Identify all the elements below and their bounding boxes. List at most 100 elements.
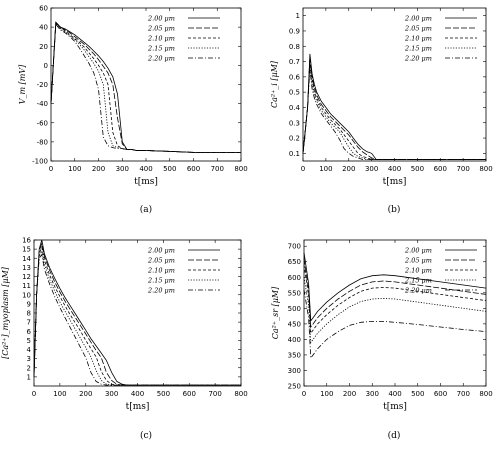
x-tick-label: 600 — [187, 165, 200, 173]
plot-frame — [33, 239, 242, 387]
y-tick-label: 15 — [22, 246, 31, 254]
legend-label: 2.10 μm — [404, 267, 432, 275]
legend-label: 2.05 μm — [147, 25, 175, 33]
legend-label: 2.15 μm — [147, 277, 175, 285]
y-tick-label: 1 — [27, 373, 31, 381]
y-tick-label: 2 — [27, 364, 31, 372]
y-tick-label: 10 — [22, 291, 31, 299]
x-tick-label: 700 — [457, 390, 470, 398]
x-tick-label: 100 — [319, 165, 332, 173]
legend-label: 2.15 μm — [404, 45, 432, 53]
y-axis-label: V_m [mV] — [18, 64, 27, 104]
legend-label: 2.10 μm — [147, 267, 175, 275]
y-tick-label: 60 — [39, 5, 48, 13]
y-tick-label: 40 — [39, 24, 48, 32]
y-tick-label: 350 — [288, 351, 301, 359]
series-line-5 — [33, 253, 241, 386]
y-tick-label: 0.9 — [289, 27, 300, 35]
y-tick-label: 12 — [22, 273, 31, 281]
x-axis-label: t[ms] — [134, 177, 158, 187]
x-tick-label: 100 — [53, 390, 66, 398]
y-tick-label: -80 — [37, 138, 48, 146]
x-tick-label: 0 — [302, 390, 306, 398]
y-tick-label: -40 — [37, 100, 48, 108]
series-line-1 — [303, 252, 487, 322]
y-tick-label: -20 — [37, 81, 48, 89]
series-line-5 — [303, 289, 487, 360]
y-tick-label: 13 — [22, 264, 31, 272]
series-line-4 — [302, 64, 486, 160]
x-tick-label: 600 — [183, 390, 196, 398]
series-line-3 — [303, 264, 487, 335]
series-line-3 — [302, 61, 486, 160]
series-line-5 — [50, 23, 241, 153]
x-tick-label: 400 — [139, 165, 152, 173]
x-tick-label: 0 — [49, 165, 53, 173]
y-tick-label: 4 — [27, 346, 32, 354]
series-line-3 — [33, 245, 241, 386]
plot-frame — [303, 239, 487, 387]
series-line-1 — [33, 239, 241, 386]
y-tick-label: 0.5 — [289, 89, 300, 97]
chart-panel-b: 0 100 200 300 400 500 600 700 800 1 0.9 0.8 0.7 0.6 0.… — [270, 7, 493, 215]
y-axis-label: [Ca²⁺]_myoplasm [μM] — [1, 266, 10, 359]
y-tick-label: -60 — [37, 119, 48, 127]
y-tick-label: 0 — [44, 62, 48, 70]
series-line-2 — [33, 242, 241, 386]
x-axis-label: t[ms] — [383, 402, 407, 412]
y-tick-label: 0.3 — [289, 119, 300, 127]
legend-label: 2.00 μm — [147, 247, 175, 255]
x-tick-label: 400 — [388, 390, 401, 398]
x-tick-label: 0 — [32, 390, 36, 398]
x-tick-label: 800 — [234, 390, 247, 398]
legend-label: 2.20 μm — [147, 55, 175, 63]
y-tick-label: 6 — [27, 328, 32, 336]
x-tick-label: 500 — [157, 390, 170, 398]
x-axis-label: t[ms] — [126, 402, 150, 412]
x-tick-label: 700 — [211, 165, 224, 173]
x-tick-label: 800 — [234, 165, 247, 173]
legend-label: 2.05 μm — [404, 25, 432, 33]
legend-label: 2.10 μm — [147, 35, 175, 43]
x-tick-label: 0 — [301, 165, 305, 173]
legend-label: 2.05 μm — [147, 257, 175, 265]
y-tick-label: 0.2 — [289, 135, 300, 143]
legend-label: 2.00 μm — [404, 247, 432, 255]
legend-label: 2.00 μm — [404, 15, 432, 23]
x-tick-label: 100 — [68, 165, 81, 173]
x-tick-label: 600 — [434, 390, 447, 398]
y-tick-label: 0.6 — [289, 73, 301, 81]
x-tick-label: 300 — [366, 390, 379, 398]
legend-label: 2.05 μm — [404, 257, 432, 265]
y-tick-label: 250 — [288, 383, 301, 391]
x-tick-label: 300 — [105, 390, 118, 398]
y-tick-label: 7 — [27, 319, 31, 327]
x-tick-label: 200 — [79, 390, 92, 398]
chart-panel-c: 0 100 200 300 400 500 600 700 800161514131211109… — [1, 237, 248, 442]
y-tick-label: 1 — [296, 12, 300, 20]
panel-caption: (d) — [388, 430, 401, 441]
x-tick-label: 500 — [411, 390, 424, 398]
legend-label: 2.10 μm — [404, 35, 432, 43]
x-tick-label: 400 — [131, 390, 144, 398]
y-tick-label: 550 — [288, 289, 301, 297]
legend-label: 2.15 μm — [404, 277, 432, 285]
x-tick-label: 200 — [343, 390, 356, 398]
y-axis-label: Ca²⁺_i [μM] — [270, 60, 279, 108]
series-line-5 — [302, 69, 486, 160]
chart-panel-d: 0 100 200 300 400 500 600 700 800 700 650 600 550 500… — [271, 239, 493, 441]
legend-label: 2.20 μm — [147, 287, 175, 295]
series-line-1 — [50, 21, 241, 153]
legend-label: 2.20 μm — [404, 287, 432, 295]
legend-label: 2.00 μm — [147, 15, 175, 23]
x-tick-label: 300 — [116, 165, 129, 173]
x-tick-label: 700 — [456, 165, 469, 173]
y-tick-label: 20 — [39, 43, 48, 51]
legend-label: 2.20 μm — [404, 55, 432, 63]
chart-panel-a: 0 100 200 300 400 500 600 700 8006040200-20-40-6… — [18, 5, 248, 216]
y-tick-label: 0.1 — [289, 150, 300, 158]
y-tick-label: 8 — [27, 310, 31, 318]
y-tick-label: 9 — [27, 300, 31, 308]
y-tick-label: 0.8 — [289, 43, 300, 51]
